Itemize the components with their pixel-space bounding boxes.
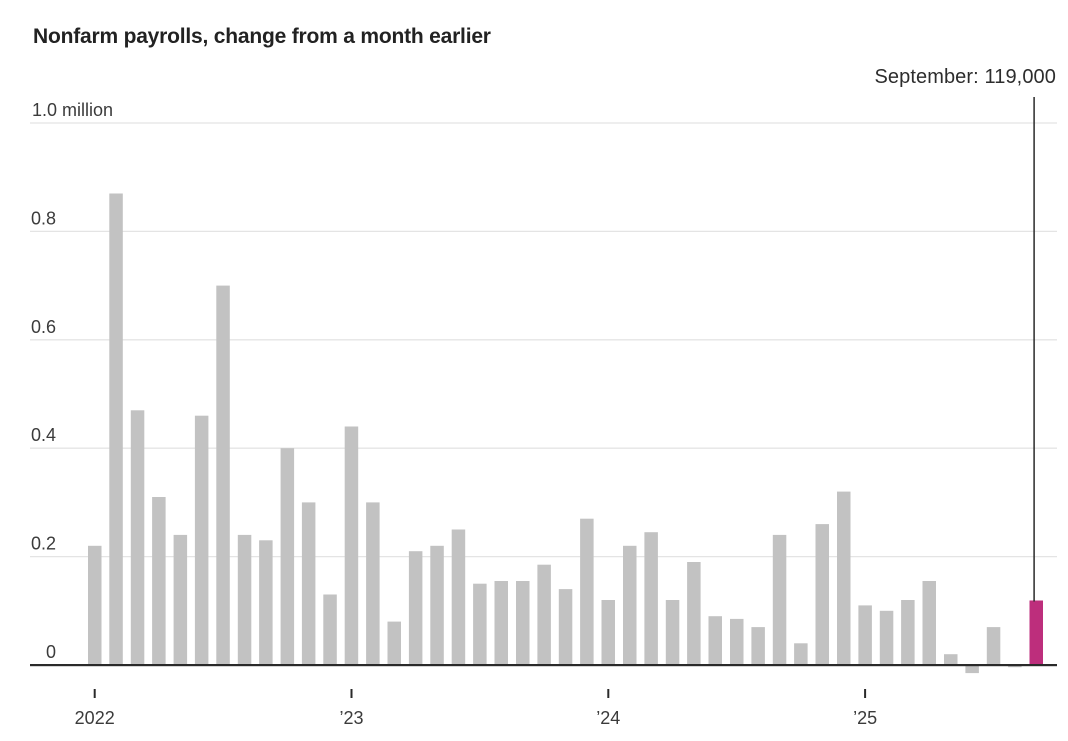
bar-2025-06[interactable]: 2025-06: -0.015 million — [965, 665, 979, 674]
bar-highlight-2025-09[interactable]: 2025-09: 0.119 million — [1029, 600, 1044, 666]
bar-2022-01[interactable]: 2022-01: 0.22 million — [88, 545, 102, 665]
bar-2024-11[interactable]: 2024-11: 0.26 million — [815, 524, 830, 665]
y-axis-label: 1.0 million — [32, 100, 113, 120]
bar-2024-01[interactable]: 2024-01: 0.12 million — [601, 600, 616, 665]
bar-2025-04[interactable]: 2025-04: 0.155 million — [922, 581, 937, 665]
bar-2023-01[interactable]: 2023-01: 0.44 million — [344, 426, 359, 666]
bar-2023-05[interactable]: 2023-05: 0.22 million — [430, 545, 444, 665]
bar-2024-12[interactable]: 2024-12: 0.32 million — [837, 491, 851, 665]
annotation-label: September: 119,000 — [874, 66, 1056, 88]
bar-2022-12[interactable]: 2022-12: 0.13 million — [323, 594, 337, 666]
bar-2023-10[interactable]: 2023-10: 0.185 million — [537, 564, 551, 665]
x-axis-label: ’24 — [596, 708, 620, 728]
bar-2025-03[interactable]: 2025-03: 0.12 million — [901, 600, 915, 665]
bar-2023-08[interactable]: 2023-08: 0.155 million — [494, 581, 509, 665]
bar-2022-10[interactable]: 2022-10: 0.4 million — [280, 448, 295, 665]
x-axis-label: 2022 — [75, 708, 115, 728]
bar-2022-07[interactable]: 2022-07: 0.7 million — [216, 285, 230, 665]
bar-2025-07[interactable]: 2025-07: 0.07 million — [986, 627, 1001, 665]
y-axis-label: 0.4 — [31, 425, 56, 445]
bar-2023-02[interactable]: 2023-02: 0.3 million — [366, 502, 380, 665]
y-axis-label: 0 — [46, 642, 56, 662]
bar-2024-06[interactable]: 2024-06: 0.09 million — [708, 616, 723, 665]
y-axis-label: 0.6 — [31, 317, 56, 337]
bar-2024-05[interactable]: 2024-05: 0.19 million — [687, 562, 701, 665]
bar-2024-02[interactable]: 2024-02: 0.22 million — [623, 545, 637, 665]
bar-2024-09[interactable]: 2024-09: 0.24 million — [772, 534, 787, 665]
bar-2024-03[interactable]: 2024-03: 0.245 million — [644, 532, 658, 665]
bar-2024-04[interactable]: 2024-04: 0.12 million — [665, 600, 680, 665]
bar-2023-04[interactable]: 2023-04: 0.21 million — [408, 551, 423, 665]
bar-2022-05[interactable]: 2022-05: 0.24 million — [173, 534, 188, 665]
chart-title: Nonfarm payrolls, change from a month ea… — [33, 25, 491, 48]
x-axis-label: ’23 — [339, 708, 363, 728]
y-axis-label: 0.8 — [31, 208, 56, 228]
bar-2023-03[interactable]: 2023-03: 0.08 million — [387, 621, 402, 665]
bar-2022-08[interactable]: 2022-08: 0.24 million — [237, 534, 252, 665]
x-axis-line — [30, 664, 1057, 667]
bar-2025-05[interactable]: 2025-05: 0.02 million — [944, 654, 958, 665]
bar-2023-12[interactable]: 2023-12: 0.27 million — [580, 518, 594, 665]
bar-2023-09[interactable]: 2023-09: 0.155 million — [516, 581, 530, 665]
y-axis-label: 0.2 — [31, 534, 56, 554]
bar-2022-09[interactable]: 2022-09: 0.23 million — [259, 540, 273, 665]
bar-2023-06[interactable]: 2023-06: 0.25 million — [451, 529, 466, 666]
x-axis-label: ’25 — [853, 708, 877, 728]
bar-2022-02[interactable]: 2022-02: 0.87 million — [109, 193, 123, 666]
bar-2022-03[interactable]: 2022-03: 0.47 million — [130, 410, 145, 665]
bar-2022-11[interactable]: 2022-11: 0.3 million — [301, 502, 316, 665]
bar-2022-06[interactable]: 2022-06: 0.46 million — [194, 415, 209, 665]
bar-2025-01[interactable]: 2025-01: 0.11 million — [858, 605, 872, 665]
bar-2025-02[interactable]: 2025-02: 0.1 million — [879, 610, 894, 665]
bar-2024-08[interactable]: 2024-08: 0.07 million — [751, 627, 765, 665]
bar-2023-11[interactable]: 2023-11: 0.14 million — [558, 589, 573, 665]
bar-2023-07[interactable]: 2023-07: 0.15 million — [473, 583, 487, 665]
bar-2024-10[interactable]: 2024-10: 0.04 million — [794, 643, 808, 665]
bar-2022-04[interactable]: 2022-04: 0.31 million — [152, 497, 166, 665]
bar-2024-07[interactable]: 2024-07: 0.085 million — [730, 618, 744, 665]
